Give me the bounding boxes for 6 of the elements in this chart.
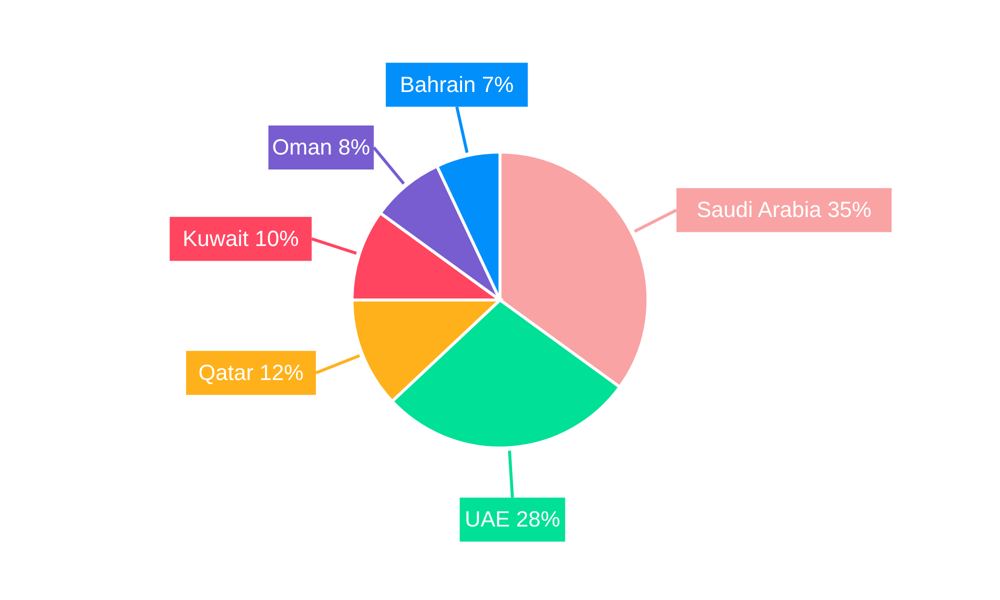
slice-label: Bahrain 7%	[400, 72, 514, 97]
slice-label: Oman 8%	[272, 134, 370, 160]
slice-label: Kuwait 10%	[182, 226, 299, 251]
slice-label: Qatar 12%	[198, 360, 304, 385]
slice-label: Saudi Arabia 35%	[696, 197, 872, 222]
slice-label: UAE 28%	[464, 506, 560, 532]
